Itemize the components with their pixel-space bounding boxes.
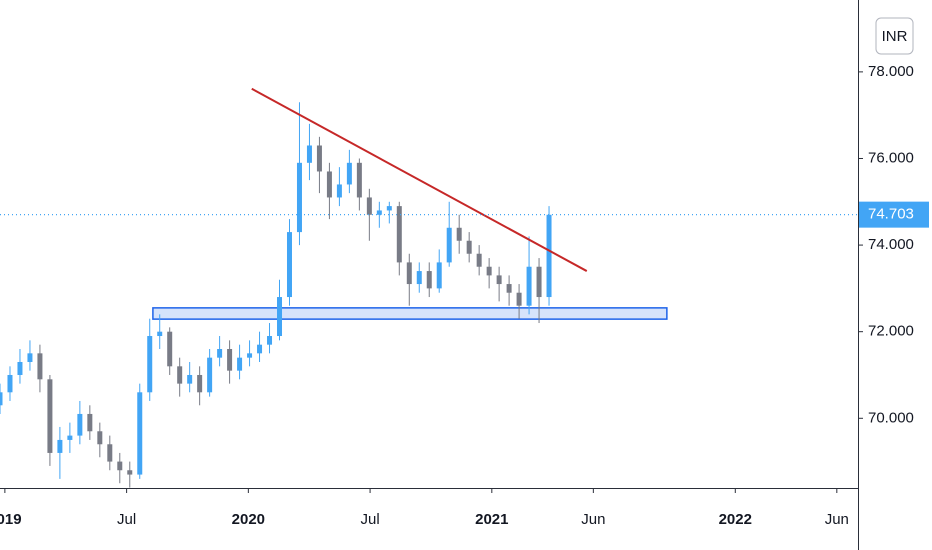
candle-body [406,262,412,285]
candle-body [316,145,322,172]
candle-body [157,331,163,337]
candle-body [456,227,462,241]
candle-body [546,214,552,298]
x-tick-label: 2022 [719,511,752,528]
y-tick-label: 72.000 [868,323,914,340]
x-tick-label: 2020 [232,511,265,528]
candle-body [396,206,402,263]
candle-body [426,271,432,289]
y-tick-label: 70.000 [868,409,914,426]
candle-body [167,331,173,367]
candle-body [117,461,123,471]
candle-body [516,292,522,306]
candle-body [326,171,332,198]
candle-body [476,253,482,267]
candle-body [286,232,292,298]
candle-body [127,470,133,475]
candle-body [486,266,492,276]
candle-body [366,197,372,215]
x-tick-label: Jun [825,511,849,528]
y-tick-label: 78.000 [868,63,914,80]
candle-body [227,349,233,371]
x-tick-label: Jul [117,511,136,528]
last-price-box [859,201,929,228]
candle-body [416,271,422,285]
candle-body [77,413,83,436]
x-tick-label: 2019 [0,511,22,528]
candle-body [97,431,103,445]
candle-body [436,262,442,289]
candle-body [217,349,223,358]
candle-body [496,275,502,285]
currency-box[interactable] [875,17,914,55]
candle-body [247,353,253,358]
candle-body [147,336,153,393]
trendline [251,87,588,272]
candle-body [277,297,283,337]
candle-body [177,366,183,384]
candle-body [267,336,273,345]
candle-body [107,444,113,462]
candle-body [187,374,193,384]
candle-body [0,392,3,406]
candle-body [336,184,342,198]
candle-body [257,344,263,354]
y-tick-label: 74.000 [868,236,914,253]
candle-body [237,357,243,371]
candle-body [137,392,143,475]
candle-body [57,439,63,453]
candle-body [506,284,512,293]
currency-label[interactable]: INR [882,28,908,45]
candle-body [7,374,13,393]
candle-body [67,435,73,440]
last-price-label: 74.703 [868,206,914,223]
candle-body [37,353,43,380]
candle-body [536,266,542,298]
candle-body [17,361,23,375]
candle-body [207,357,213,393]
candle-body [386,206,392,211]
support-zone [152,307,668,320]
candle-body [27,353,33,362]
candle-body [87,413,93,432]
candle-body [197,374,203,393]
candle-body [47,379,53,453]
y-tick-label: 76.000 [868,149,914,166]
candle-body [356,162,362,198]
candle-body [306,145,312,163]
candle-body [296,162,302,233]
candle-body [466,240,472,254]
candle-body [346,162,352,185]
candle-body [446,227,452,263]
x-tick-label: Jul [360,511,379,528]
candle-body [526,266,532,306]
x-tick-label: Jun [581,511,605,528]
x-tick-label: 2021 [475,511,508,528]
candle-body [376,210,382,215]
